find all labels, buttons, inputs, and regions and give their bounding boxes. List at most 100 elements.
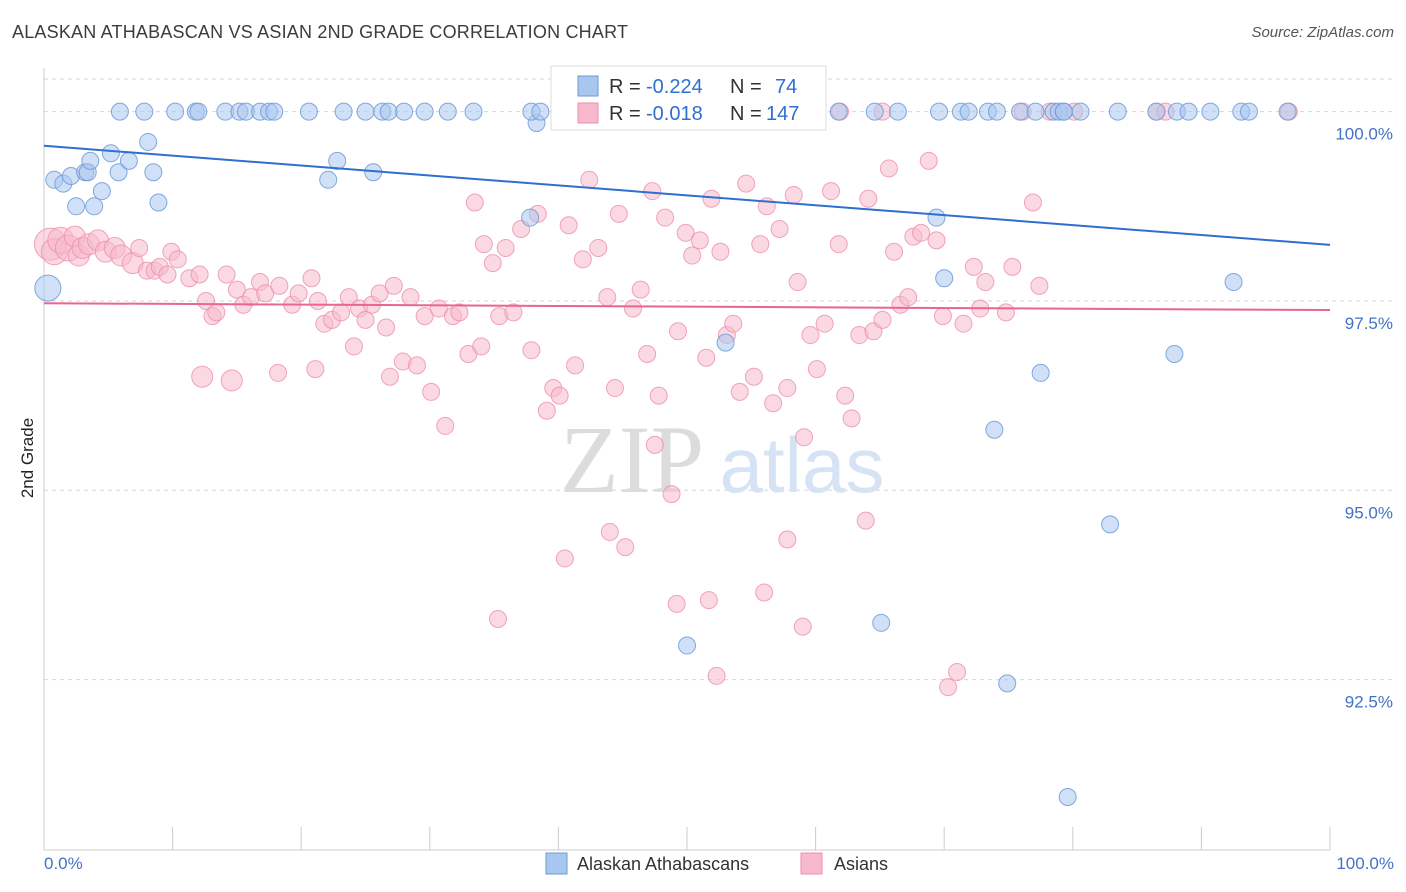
stats-legend-n-label: N = [730,103,762,125]
data-point-asians [344,337,363,356]
data-point-asians [656,208,675,227]
data-point-alaskan-athabascans [1011,102,1030,121]
x-tick-label-min: 0.0% [44,854,83,873]
data-point-asians [737,174,756,193]
data-point-alaskan-athabascans [930,102,949,121]
data-point-asians [566,356,585,375]
data-point-asians [885,242,904,261]
data-point-alaskan-athabascans [166,102,185,121]
data-point-alaskan-athabascans [888,102,907,121]
data-point-alaskan-athabascans [1239,102,1258,121]
data-point-asians [788,273,807,292]
data-point-asians [488,610,507,629]
data-point-asians [401,288,420,307]
data-point-asians [948,663,967,682]
data-point-asians [377,318,396,337]
data-point-asians [1023,193,1042,212]
data-point-alaskan-athabascans [829,102,848,121]
data-point-asians [356,310,375,329]
data-point-alaskan-athabascans [521,208,540,227]
data-point-asians [744,367,763,386]
data-point-alaskan-athabascans [189,102,208,121]
data-point-asians [927,231,946,250]
data-point-asians [919,151,938,170]
data-point-asians [683,246,702,265]
data-point-alaskan-athabascans [438,102,457,121]
data-point-alaskan-athabascans [139,132,158,151]
data-point-asians [822,182,841,201]
data-point-alaskan-athabascans [998,674,1017,693]
data-point-asians [474,235,493,254]
data-point-alaskan-athabascans [1031,363,1050,382]
data-point-alaskan-athabascans [395,102,414,121]
data-point-asians [483,254,502,273]
data-point-alaskan-athabascans [67,197,86,216]
stats-legend-swatch-blue [577,75,599,97]
data-point-asians [667,594,686,613]
series-legend: Alaskan Athabascans Asians [545,852,888,875]
data-point-asians [879,159,898,178]
y-tick-label: 97.5% [1345,314,1393,333]
data-point-asians [580,170,599,189]
data-point-alaskan-athabascans [985,420,1004,439]
data-point-asians [407,356,426,375]
data-point-alaskan-athabascans [1179,102,1198,121]
data-point-asians [856,511,875,530]
data-point-asians [662,485,681,504]
data-point-alaskan-athabascans [1201,102,1220,121]
data-point-alaskan-athabascans [119,151,138,170]
data-point-asians [784,185,803,204]
data-point-asians [764,394,783,413]
data-point-asians [912,223,931,242]
data-point-asians [573,250,592,269]
data-point-alaskan-athabascans [415,102,434,121]
data-point-asians [600,522,619,541]
data-point-asians [504,303,523,322]
data-point-asians [158,265,177,284]
y-tick-labels: 92.5% 95.0% 97.5% 100.0% [1335,125,1393,712]
chart-title: ALASKAN ATHABASCAN VS ASIAN 2ND GRADE CO… [12,22,629,42]
data-point-asians [751,235,770,254]
stats-legend: R = -0.224 N = 74 R = -0.018 N = 147 [550,65,827,131]
data-point-asians [168,250,187,269]
data-point-asians [996,303,1015,322]
data-point-alaskan-athabascans [299,102,318,121]
data-point-asians [559,216,578,235]
series-asians [33,102,1298,697]
data-point-alaskan-athabascans [92,182,111,201]
data-point-alaskan-athabascans [935,269,954,288]
data-point-asians [711,242,730,261]
source-credit: Source: ZipAtlas.com [1251,24,1394,41]
data-point-alaskan-athabascans [356,102,375,121]
trend-line-alaskan-athabascans [43,144,1331,246]
data-point-alaskan-athabascans [1058,787,1077,806]
stats-legend-r-label: R = [609,76,641,98]
data-point-asians [380,367,399,386]
data-point-asians [370,284,389,303]
data-point-asians [270,276,289,295]
data-point-alaskan-athabascans [1026,102,1045,121]
data-point-asians [1003,257,1022,276]
data-point-alaskan-athabascans [1278,102,1297,121]
data-point-asians [668,322,687,341]
data-point-asians [801,326,820,345]
y-axis-label: 2nd Grade [18,418,37,498]
data-point-alaskan-athabascans [85,197,104,216]
data-point-asians [873,310,892,329]
data-point-asians [623,299,642,318]
stats-legend-r-label: R = [609,103,641,125]
data-point-alaskan-athabascans [927,208,946,227]
data-point-asians [436,416,455,435]
data-point-alaskan-athabascans [1147,102,1166,121]
x-tick-label-max: 100.0% [1336,854,1394,873]
data-point-asians [191,365,214,388]
data-point-asians [697,348,716,367]
data-point-asians [649,386,668,405]
y-tick-label: 95.0% [1345,503,1393,522]
data-point-asians [220,369,243,392]
data-point-asians [422,382,441,401]
data-point-alaskan-athabascans [328,151,347,170]
data-point-asians [598,288,617,307]
data-point-asians [638,344,657,363]
data-point-asians [699,591,718,610]
